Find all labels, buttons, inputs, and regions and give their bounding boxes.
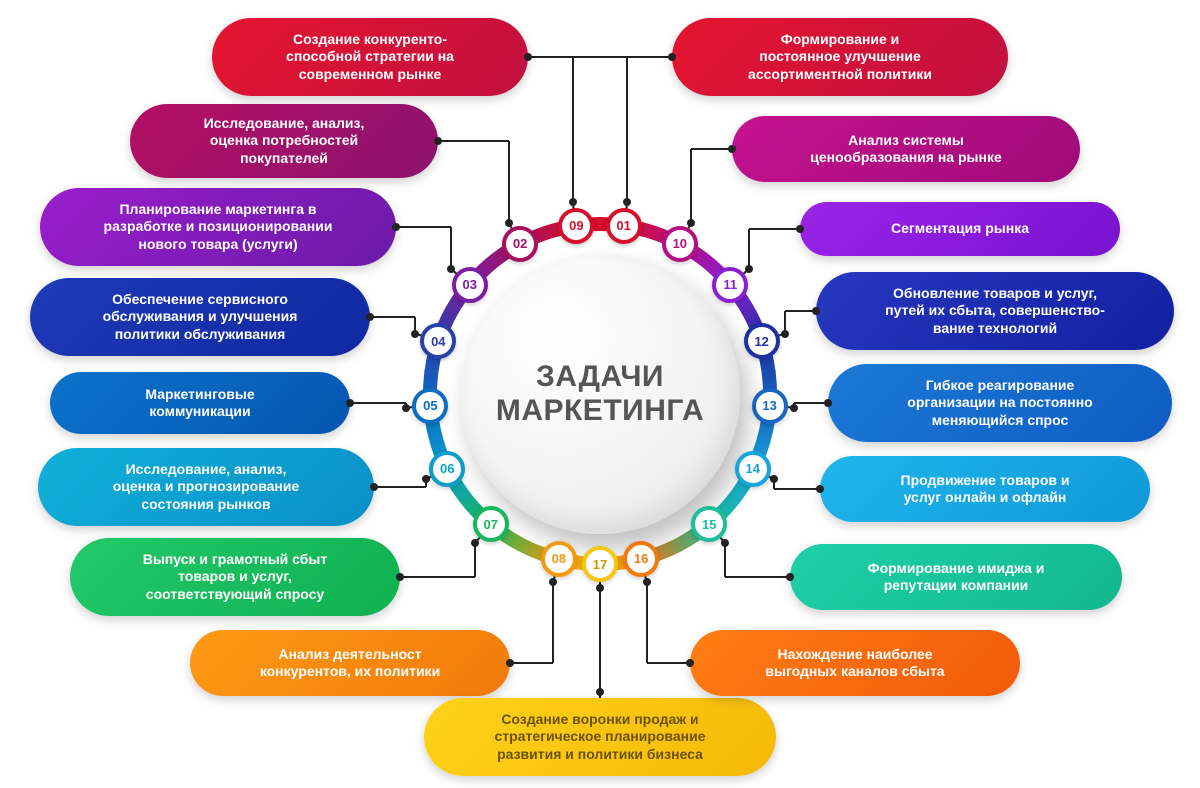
connector-dot-15 [721,539,729,547]
connector-line [552,582,554,663]
connector-dot2-11 [796,225,804,233]
node-02: 02 [502,226,538,262]
connector-line [400,576,475,578]
connector-dot-07 [471,539,479,547]
connector-line [350,402,406,404]
connector-line [474,543,476,577]
pill-12: Обновление товаров и услуг,путей их сбыт… [816,272,1174,350]
connector-dot-06 [422,475,430,483]
pill-05: Маркетинговыекоммуникации [50,372,350,434]
connector-line [626,57,628,202]
connector-dot-13 [790,404,798,412]
connector-line [374,486,426,488]
node-03: 03 [452,267,488,303]
connector-line [690,149,692,223]
pill-11: Сегментация рынка [800,202,1120,256]
infographic-canvas: ЗАДАЧИ МАРКЕТИНГА 01 Создание конкуренто-… [0,0,1200,788]
pill-01: Создание конкуренто-способной стратегии … [212,18,528,96]
pill-16: Нахождение наиболеевыгодных каналов сбыт… [690,630,1020,696]
node-07: 07 [473,506,509,542]
connector-dot2-14 [816,485,824,493]
connector-dot2-01 [524,53,532,61]
connector-dot2-07 [396,573,404,581]
connector-line [370,316,415,318]
connector-line [774,488,820,490]
node-12: 12 [744,323,780,359]
connector-line [691,148,732,150]
node-14: 14 [735,451,771,487]
connector-dot-12 [781,330,789,338]
node-17: 17 [582,546,618,582]
pill-15: Формирование имиджа ирепутации компании [790,544,1122,610]
node-05: 05 [412,388,448,424]
pill-09: Формирование ипостоянное улучшениеассорт… [672,18,1008,96]
connector-dot2-06 [370,483,378,491]
center-title-line2: МАРКЕТИНГА [496,394,704,428]
pill-17: Создание воронки продаж истратегическое … [424,698,776,776]
connector-line [647,662,690,664]
node-13: 13 [752,388,788,424]
pill-10: Анализ системыценообразования на рынке [732,116,1080,182]
connector-dot2-02 [434,137,442,145]
connector-line [725,576,790,578]
node-11: 11 [712,267,748,303]
connector-dot2-04 [366,313,374,321]
connector-line [573,56,672,58]
connector-dot2-09 [668,53,676,61]
connector-dot2-08 [506,659,514,667]
center-title-line1: ЗАДАЧИ [536,360,664,395]
connector-line [396,226,451,228]
center-disc: ЗАДАЧИ МАРКЕТИНГА [460,254,740,534]
pill-04: Обеспечение сервисногообслуживания и улу… [30,278,370,356]
connector-dot-01 [623,198,631,206]
connector-dot2-13 [824,399,832,407]
connector-line [510,662,553,664]
node-10: 10 [662,226,698,262]
connector-dot-02 [505,219,513,227]
connector-dot2-03 [392,223,400,231]
connector-line [748,229,750,269]
connector-line [794,402,828,404]
connector-dot2-15 [786,573,794,581]
pill-02: Исследование, анализ,оценка потребностей… [130,104,438,178]
connector-dot2-12 [812,307,820,315]
connector-line [749,228,800,230]
connector-line [572,57,574,202]
node-16: 16 [623,541,659,577]
pill-13: Гибкое реагированиеорганизации на постоя… [828,364,1172,442]
pill-06: Исследование, анализ,оценка и прогнозиро… [38,448,374,526]
node-01: 01 [606,208,642,244]
node-09: 09 [558,208,594,244]
pill-08: Анализ деятельностконкурентов, их полити… [190,630,510,696]
connector-dot2-17 [596,688,604,696]
connector-line [508,141,510,223]
pill-07: Выпуск и грамотный сбыттоваров и услуг,с… [70,538,400,616]
connector-line [724,543,726,577]
connector-line [646,582,648,663]
connector-dot-16 [643,578,651,586]
connector-dot2-10 [728,145,736,153]
connector-dot2-16 [686,659,694,667]
connector-dot-11 [745,265,753,273]
connector-dot-08 [549,578,557,586]
connector-line [438,140,509,142]
connector-dot2-05 [346,399,354,407]
connector-dot-17 [596,584,604,592]
connector-dot-10 [687,219,695,227]
pill-03: Планирование маркетинга вразработке и по… [40,188,396,266]
node-08: 08 [541,541,577,577]
pill-14: Продвижение товаров иуслуг онлайн и офла… [820,456,1150,522]
connector-dot-09 [569,198,577,206]
node-06: 06 [429,451,465,487]
